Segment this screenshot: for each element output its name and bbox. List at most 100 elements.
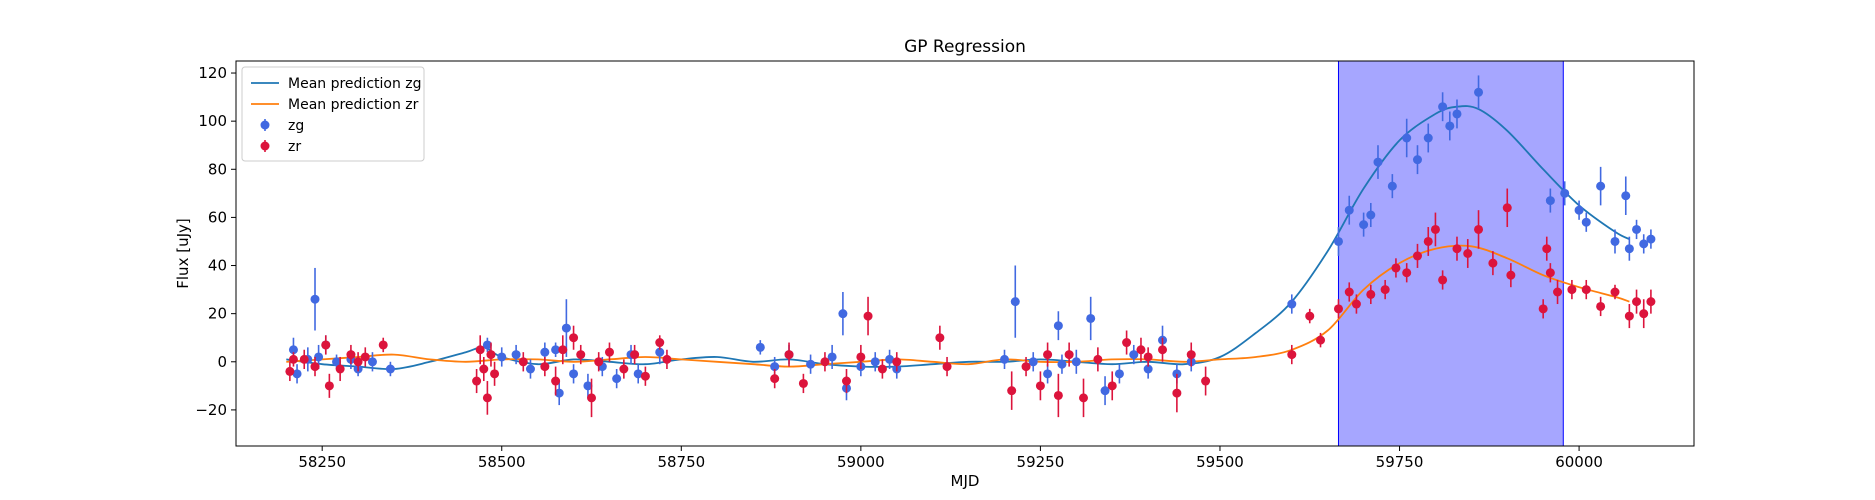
data-point-zg xyxy=(1560,189,1569,198)
data-point-zr xyxy=(641,372,650,381)
data-point-zr xyxy=(1413,251,1422,260)
data-point-zr xyxy=(490,369,499,378)
data-point-zg xyxy=(386,365,395,374)
data-point-zr xyxy=(1345,288,1354,297)
data-point-zr xyxy=(1093,355,1102,364)
data-point-zr xyxy=(289,355,298,364)
data-point-zr xyxy=(379,340,388,349)
legend-marker-zg xyxy=(261,121,270,130)
data-point-zr xyxy=(1108,381,1117,390)
data-point-zr xyxy=(1625,312,1634,321)
data-point-zr xyxy=(1366,290,1375,299)
y-tick-label: 120 xyxy=(198,64,227,82)
data-point-zr xyxy=(594,357,603,366)
data-point-zr xyxy=(1122,338,1131,347)
data-point-zr xyxy=(336,365,345,374)
y-tick-label: 0 xyxy=(217,353,227,371)
data-point-zr xyxy=(1463,249,1472,258)
data-point-zr xyxy=(1639,309,1648,318)
x-tick-label: 59750 xyxy=(1376,453,1424,471)
x-tick-label: 58500 xyxy=(478,453,526,471)
data-point-zr xyxy=(558,345,567,354)
data-point-zr xyxy=(820,357,829,366)
data-point-zr xyxy=(1136,345,1145,354)
data-point-zr xyxy=(1582,285,1591,294)
data-point-zg xyxy=(1359,220,1368,229)
data-point-zg xyxy=(1625,244,1634,253)
data-point-zr xyxy=(479,365,488,374)
x-tick-label: 59500 xyxy=(1196,453,1244,471)
data-point-zr xyxy=(540,362,549,371)
data-point-zg xyxy=(562,324,571,333)
data-point-zg xyxy=(1345,206,1354,215)
data-point-zg xyxy=(1366,211,1375,220)
data-point-zr xyxy=(1546,268,1555,277)
data-point-zg xyxy=(1632,225,1641,234)
data-point-zg xyxy=(756,343,765,352)
data-point-zr xyxy=(1201,377,1210,386)
data-point-zg xyxy=(1424,134,1433,143)
data-point-zr xyxy=(1022,362,1031,371)
data-point-zg xyxy=(1610,237,1619,246)
data-point-zr xyxy=(476,345,485,354)
data-point-zg xyxy=(612,374,621,383)
data-point-zr xyxy=(569,333,578,342)
data-point-zg xyxy=(1057,360,1066,369)
data-point-zr xyxy=(1316,336,1325,345)
data-point-zg xyxy=(806,360,815,369)
data-point-zr xyxy=(864,312,873,321)
data-point-zr xyxy=(1402,268,1411,277)
data-point-zr xyxy=(1424,237,1433,246)
data-point-zr xyxy=(1007,386,1016,395)
data-point-zr xyxy=(1632,297,1641,306)
data-point-zg xyxy=(1000,355,1009,364)
data-point-zr xyxy=(943,362,952,371)
data-point-zr xyxy=(1391,263,1400,272)
data-point-zg xyxy=(1011,297,1020,306)
data-point-zg xyxy=(526,365,535,374)
data-point-zr xyxy=(1567,285,1576,294)
data-point-zr xyxy=(1646,297,1655,306)
data-point-zg xyxy=(1054,321,1063,330)
data-point-zg xyxy=(1575,206,1584,215)
data-point-zr xyxy=(321,340,330,349)
data-point-zg xyxy=(1115,369,1124,378)
data-point-zr xyxy=(892,357,901,366)
data-point-zg xyxy=(1086,314,1095,323)
data-point-zr xyxy=(472,377,481,386)
legend-marker-zr xyxy=(261,142,270,151)
data-point-zg xyxy=(1452,109,1461,118)
y-tick-label: 20 xyxy=(208,305,227,323)
data-point-zr xyxy=(300,355,309,364)
data-point-zg xyxy=(1413,155,1422,164)
data-point-zr xyxy=(361,352,370,361)
data-point-zg xyxy=(497,352,506,361)
data-point-zr xyxy=(1506,271,1515,280)
data-point-zr xyxy=(486,350,495,359)
data-point-zg xyxy=(1445,121,1454,130)
data-point-zr xyxy=(483,393,492,402)
data-point-zr xyxy=(785,350,794,359)
data-point-zg xyxy=(1373,158,1382,167)
data-point-zr xyxy=(1503,203,1512,212)
data-point-zr xyxy=(1452,244,1461,253)
data-point-zr xyxy=(1079,393,1088,402)
legend-label-mean-prediction-zg: Mean prediction zg xyxy=(288,76,422,92)
data-point-zr xyxy=(655,338,664,347)
data-point-zr xyxy=(1305,312,1314,321)
data-point-zr xyxy=(1172,389,1181,398)
data-point-zg xyxy=(311,295,320,304)
data-point-zr xyxy=(1438,275,1447,284)
data-point-zr xyxy=(1553,288,1562,297)
legend-label-zr: zr xyxy=(288,139,301,155)
data-point-zr xyxy=(1334,304,1343,313)
data-point-zr xyxy=(630,350,639,359)
y-tick-label: 100 xyxy=(198,112,227,130)
y-tick-label: −20 xyxy=(195,401,227,419)
y-tick-label: 60 xyxy=(208,208,227,226)
data-point-zg xyxy=(1646,235,1655,244)
data-point-zr xyxy=(842,377,851,386)
data-point-zg xyxy=(1546,196,1555,205)
data-point-zg xyxy=(512,350,521,359)
